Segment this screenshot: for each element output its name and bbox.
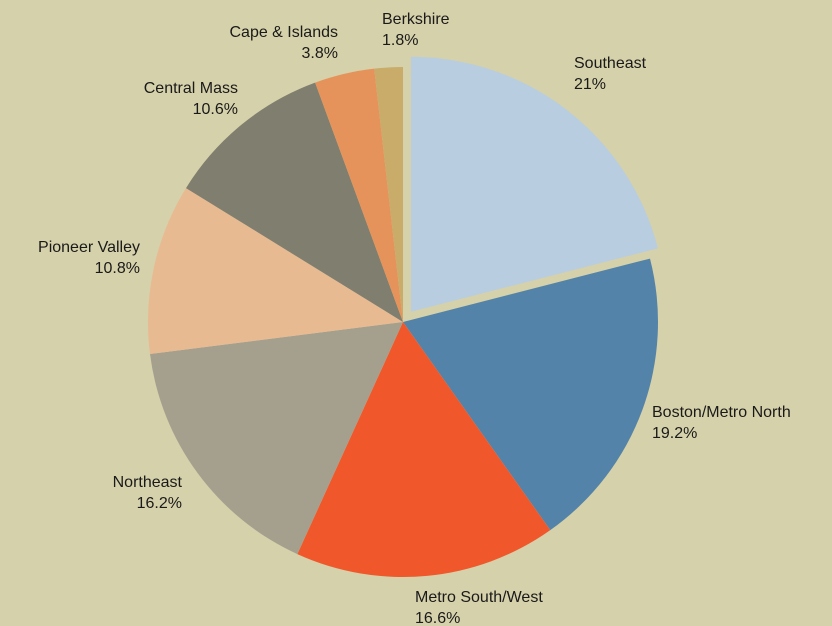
slice-value-label: 1.8% bbox=[382, 32, 418, 49]
slice-label: Pioneer Valley bbox=[38, 239, 140, 256]
pie-slice bbox=[403, 258, 659, 531]
slice-label: Southeast bbox=[574, 55, 647, 72]
slice-label: Cape & Islands bbox=[229, 24, 338, 41]
pie-slice bbox=[315, 68, 403, 322]
slice-value-label: 21% bbox=[574, 76, 606, 93]
slice-value-label: 10.6% bbox=[193, 101, 238, 118]
slice-value-label: 3.8% bbox=[302, 45, 338, 62]
pie-slice bbox=[185, 82, 403, 322]
pie-slice bbox=[297, 322, 551, 577]
slice-value-label: 19.2% bbox=[652, 425, 697, 442]
slice-value-label: 16.2% bbox=[137, 495, 182, 512]
slice-label: Boston/Metro North bbox=[652, 404, 791, 421]
slice-label: Metro South/West bbox=[415, 589, 543, 606]
pie-slice bbox=[150, 322, 403, 555]
pie-slice bbox=[148, 188, 403, 354]
pie-slice bbox=[374, 67, 403, 322]
slice-value-label: 10.8% bbox=[95, 260, 140, 277]
slice-label: Central Mass bbox=[144, 80, 238, 97]
slice-label: Berkshire bbox=[382, 11, 450, 28]
pie-slice bbox=[410, 56, 658, 312]
slice-label: Northeast bbox=[113, 474, 183, 491]
slice-value-label: 16.6% bbox=[415, 610, 460, 626]
